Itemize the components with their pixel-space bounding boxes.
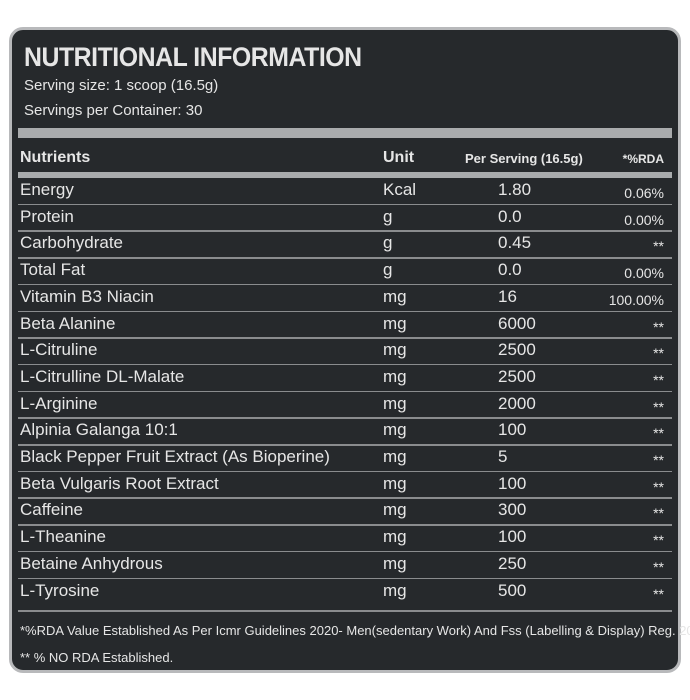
nutrient-name: Energy bbox=[20, 180, 74, 199]
unit: mg bbox=[383, 500, 407, 520]
nutrient-name: Betaine Anhydrous bbox=[20, 553, 163, 573]
rda: ** bbox=[653, 558, 664, 575]
column-header: *%RDA bbox=[622, 152, 664, 166]
per-serving: 0.45 bbox=[498, 233, 532, 253]
footnote: *%RDA Value Established As Per Icmr Guid… bbox=[20, 623, 690, 638]
unit: mg bbox=[383, 527, 407, 547]
rda: 0.06% bbox=[624, 185, 664, 201]
unit: mg bbox=[383, 313, 407, 333]
nutrient-name: L-Arginine bbox=[20, 393, 98, 413]
nutrient-name: Total Fat bbox=[20, 260, 86, 280]
row-rule bbox=[18, 363, 672, 366]
rda: 100.00% bbox=[608, 291, 664, 308]
row-rule bbox=[18, 203, 672, 206]
servings-per-container: Servings per Container: 30 bbox=[24, 102, 203, 119]
per-serving: 100 bbox=[498, 420, 527, 440]
rda: ** bbox=[653, 425, 664, 442]
unit: mg bbox=[383, 580, 407, 600]
divider-bar bbox=[18, 128, 672, 138]
row-rule bbox=[18, 230, 672, 232]
footnote: ** % NO RDA Established. bbox=[20, 650, 174, 665]
per-serving: 250 bbox=[498, 553, 527, 573]
rda: 0.00% bbox=[624, 265, 664, 282]
row-rule bbox=[18, 497, 672, 499]
nutrient-name: Beta Alanine bbox=[20, 313, 116, 333]
row-rule bbox=[18, 444, 672, 446]
nutrient-name: L-Tyrosine bbox=[20, 580, 100, 600]
title: NUTRITIONAL INFORMATION bbox=[24, 42, 362, 72]
rda: ** bbox=[653, 345, 664, 362]
unit: g bbox=[383, 260, 393, 280]
unit: mg bbox=[383, 420, 407, 440]
per-serving: 0.0 bbox=[498, 206, 522, 226]
row-rule bbox=[18, 524, 672, 526]
rda: ** bbox=[653, 585, 664, 602]
unit: mg bbox=[383, 286, 407, 306]
row-rule bbox=[18, 470, 672, 473]
rda: ** bbox=[653, 371, 664, 388]
unit: Kcal bbox=[383, 180, 417, 199]
nutrient-name: Protein bbox=[20, 206, 74, 226]
row-rule bbox=[18, 577, 672, 579]
nutrient-name: Vitamin B3 Niacin bbox=[20, 286, 154, 306]
per-serving: 2500 bbox=[498, 340, 536, 360]
per-serving: 500 bbox=[498, 580, 527, 600]
unit: mg bbox=[383, 473, 407, 493]
nutrient-name: Caffeine bbox=[20, 500, 84, 520]
per-serving: 6000 bbox=[498, 313, 536, 333]
row-rule bbox=[18, 390, 672, 393]
per-serving: 0.0 bbox=[498, 260, 522, 280]
per-serving: 100 bbox=[498, 527, 527, 547]
rda: ** bbox=[653, 398, 664, 415]
rda: ** bbox=[653, 505, 664, 522]
per-serving: 16 bbox=[498, 286, 517, 306]
per-serving: 100 bbox=[498, 473, 527, 493]
unit: mg bbox=[383, 340, 407, 360]
nutrition-panel: NUTRITIONAL INFORMATION Serving size: 1 … bbox=[9, 27, 690, 673]
column-header: Per Serving (16.5g) bbox=[465, 151, 583, 166]
column-header: Nutrients bbox=[20, 149, 91, 166]
row-rule bbox=[18, 337, 672, 339]
rda: ** bbox=[653, 238, 664, 255]
nutrient-name: L-Citruline bbox=[20, 340, 98, 360]
row-rule bbox=[18, 310, 672, 312]
serving-size: Serving size: 1 scoop (16.5g) bbox=[24, 77, 219, 94]
nutrient-name: Carbohydrate bbox=[20, 233, 124, 253]
footer-rule bbox=[18, 610, 672, 612]
rda: ** bbox=[653, 318, 664, 335]
nutrient-name: L-Theanine bbox=[20, 527, 107, 547]
unit: g bbox=[383, 206, 393, 226]
unit: g bbox=[383, 233, 393, 253]
row-rule bbox=[18, 417, 672, 419]
per-serving: 5 bbox=[498, 447, 508, 466]
row-rule bbox=[18, 257, 672, 259]
unit: mg bbox=[383, 366, 407, 386]
rda: ** bbox=[653, 478, 664, 495]
unit: mg bbox=[383, 393, 407, 413]
column-header: Unit bbox=[383, 149, 415, 166]
row-rule bbox=[18, 283, 672, 286]
nutrient-name: Beta Vulgaris Root Extract bbox=[20, 473, 219, 493]
per-serving: 2500 bbox=[498, 366, 536, 386]
unit: mg bbox=[383, 447, 407, 466]
nutrient-name: Black Pepper Fruit Extract (As Bioperine… bbox=[20, 447, 330, 466]
per-serving: 300 bbox=[498, 500, 527, 520]
divider-bar bbox=[18, 172, 672, 178]
nutrient-name: Alpinia Galanga 10:1 bbox=[20, 420, 178, 440]
rda: ** bbox=[653, 452, 664, 468]
row-rule bbox=[18, 550, 672, 553]
rda: 0.00% bbox=[624, 211, 664, 228]
per-serving: 2000 bbox=[498, 393, 536, 413]
per-serving: 1.80 bbox=[498, 180, 532, 199]
nutrient-name: L-Citrulline DL-Malate bbox=[20, 366, 185, 386]
unit: mg bbox=[383, 553, 407, 573]
rda: ** bbox=[653, 532, 664, 549]
